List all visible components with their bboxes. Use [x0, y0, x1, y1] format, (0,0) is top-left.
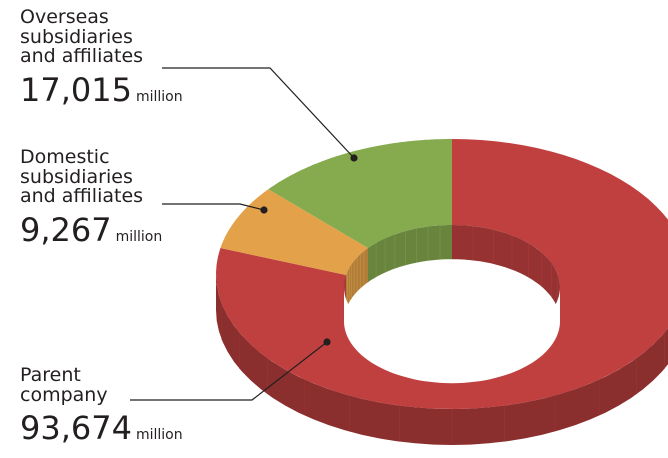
leader-line-1: [162, 203, 265, 211]
overseas-value: 17,015 million: [20, 73, 183, 114]
leader-dot-0: [350, 154, 358, 162]
label-domestic: Domestic subsidiaries and affiliates 9,2…: [20, 146, 162, 254]
parent-unit: million: [135, 427, 183, 443]
parent-value: 93,674 million: [20, 411, 183, 452]
parent-name: Parent company: [20, 364, 108, 406]
overseas-unit: million: [135, 88, 183, 105]
leader-line-2: [130, 341, 328, 401]
slice-top-2: [268, 139, 452, 248]
slice-inner-wall-2-1: [368, 225, 452, 283]
leader-dot-1: [260, 206, 268, 214]
donut-sides: [216, 274, 668, 445]
donut-tops: [216, 139, 668, 409]
slice-side-0: [216, 274, 668, 445]
domestic-name: Domestic subsidiaries and affiliates: [20, 146, 144, 207]
donut-hole: [344, 244, 560, 369]
leader-dot-2: [323, 338, 331, 346]
domestic-value-number: 9,267: [20, 210, 112, 249]
leader-line-0: [162, 67, 355, 159]
leader-lines: [130, 67, 358, 401]
slice-inner-wall-0-0: [452, 225, 560, 322]
domestic-value: 9,267 million: [20, 213, 162, 254]
slice-top-1: [220, 189, 368, 275]
overseas-value-number: 17,015: [20, 70, 132, 109]
label-parent: Parent company 93,674 million: [20, 364, 183, 452]
hole-floor: [344, 287, 560, 384]
domestic-unit: million: [115, 228, 163, 245]
parent-value-number: 93,674: [20, 409, 132, 447]
label-overseas: Overseas subsidiaries and affiliates 17,…: [20, 6, 183, 114]
overseas-name: Overseas subsidiaries and affiliates: [20, 6, 144, 67]
